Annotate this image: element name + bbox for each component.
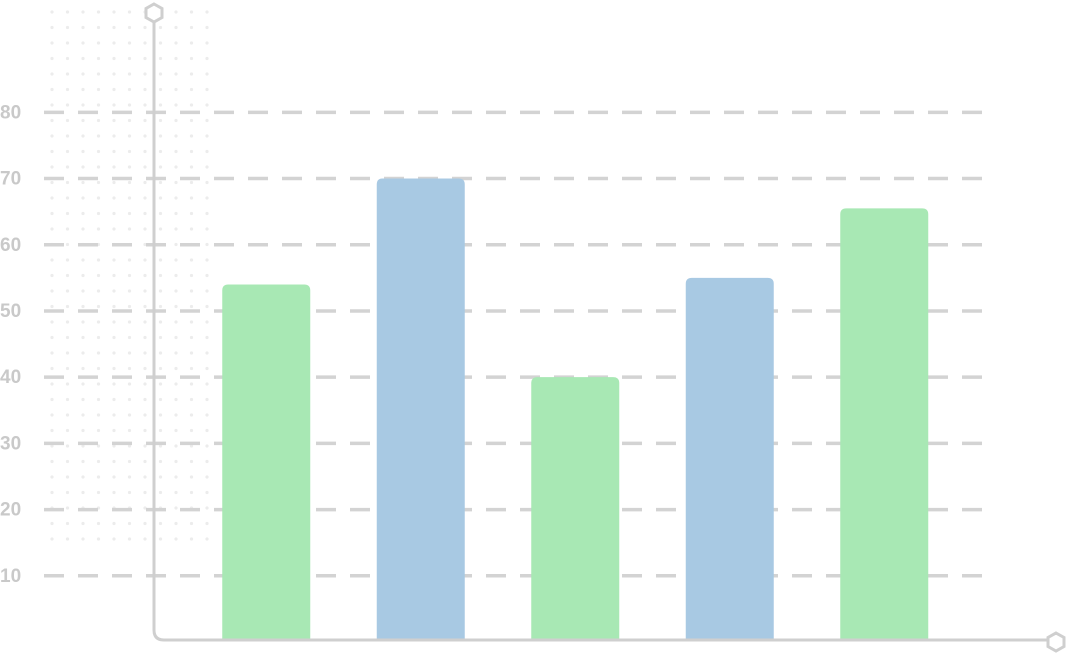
bar [685,277,774,640]
x-axis-cap [1046,631,1066,653]
bar [222,284,311,640]
bar [376,178,465,641]
bar [840,208,929,641]
axes [152,16,1048,642]
y-tick-label: 60 [0,235,21,256]
y-tick-label: 70 [0,169,21,190]
y-tick-label: 80 [0,102,21,123]
y-tick-label: 30 [0,433,21,454]
grid [44,110,990,578]
y-tick-label: 10 [0,566,21,587]
y-tick-label: 40 [0,367,21,388]
y-tick-label: 50 [0,301,21,322]
bars [222,178,929,641]
y-axis-cap [144,2,164,24]
dot-pattern [48,6,218,544]
y-tick-label: 20 [0,500,21,521]
bar [531,377,620,640]
